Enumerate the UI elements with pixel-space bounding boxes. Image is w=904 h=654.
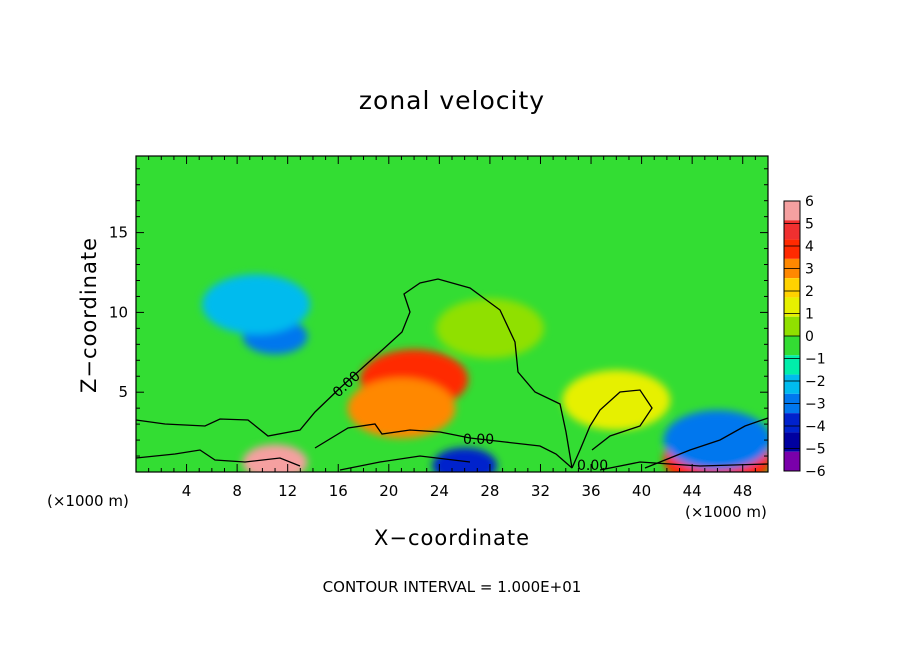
x-axis-unit-left: (×1000 m) [47, 492, 129, 510]
colorbar-swatch [784, 374, 800, 394]
x-tick-label: 48 [733, 482, 752, 500]
contour-label: 0.00 [463, 432, 494, 448]
x-axis-label: X−coordinate [374, 526, 530, 550]
colorbar-label: 1 [805, 307, 814, 323]
contour-interval-note: CONTOUR INTERVAL = 1.000E+01 [322, 578, 582, 596]
colorbar-swatch [784, 220, 800, 240]
zero-contours [136, 278, 768, 471]
contour-line-upper [136, 278, 573, 469]
colorbar-label: −6 [805, 464, 826, 480]
y-axis: 5 10 15 [109, 168, 768, 457]
colorbar-label: 6 [805, 194, 814, 210]
colorbar-label: −2 [805, 374, 826, 390]
x-tick-label: 28 [480, 482, 499, 500]
x-axis-unit-right: (×1000 m) [685, 503, 767, 521]
colorbar-label: 4 [805, 239, 814, 255]
colorbar-label: 2 [805, 284, 814, 300]
x-tick-label: 44 [683, 482, 702, 500]
colorbar-label: 0 [805, 329, 814, 345]
colorbar-swatch [784, 201, 800, 221]
field-feature [202, 274, 311, 335]
colorbar-label: 5 [805, 217, 814, 233]
contour-line-right [571, 389, 768, 469]
x-axis: 4 8 12 16 20 24 28 32 36 40 44 48 [148, 156, 756, 500]
field-feature [435, 298, 544, 359]
x-tick-label: 36 [581, 482, 600, 500]
x-tick-label: 8 [232, 482, 242, 500]
field-feature [562, 370, 671, 431]
colorbar-label: 3 [805, 262, 814, 278]
x-tick-label: 24 [430, 482, 449, 500]
colorbar-swatch [784, 239, 800, 259]
colorbar-swatch [784, 413, 800, 433]
x-tick-label: 20 [379, 482, 398, 500]
x-tick-label: 4 [182, 482, 192, 500]
x-tick-label: 32 [531, 482, 550, 500]
colorbar-swatch [784, 432, 800, 452]
x-tick-label: 12 [278, 482, 297, 500]
contour-label: 0.00 [577, 458, 608, 474]
colorbar-swatch [784, 278, 800, 298]
x-tick-label: 16 [329, 482, 348, 500]
y-tick-label: 10 [109, 303, 128, 321]
colorbar-label: −1 [805, 352, 826, 368]
contour-line-middle [314, 423, 573, 469]
colorbar-label: −3 [805, 397, 826, 413]
field-feature [347, 378, 456, 439]
contour-line-lower [136, 449, 768, 471]
colorbar-swatch [784, 316, 800, 336]
y-tick-label: 15 [109, 224, 128, 242]
colorbar-label: −5 [805, 442, 826, 458]
x-tick-label: 40 [632, 482, 651, 500]
colorbar-swatch [784, 336, 800, 356]
colorbar-label: −4 [805, 419, 826, 435]
colorbar-swatch [784, 297, 800, 317]
chart-title: zonal velocity [358, 86, 546, 115]
colorbar: 6 5 4 3 2 1 0 −1 −2 −3 −4 −5 −6 [783, 194, 826, 480]
field-feature [432, 447, 498, 472]
colorbar-swatch [784, 355, 800, 375]
field-feature [663, 410, 768, 471]
velocity-field [202, 274, 768, 472]
y-tick-label: 5 [118, 383, 128, 401]
field-feature [242, 444, 308, 472]
colorbar-swatch [784, 451, 800, 471]
